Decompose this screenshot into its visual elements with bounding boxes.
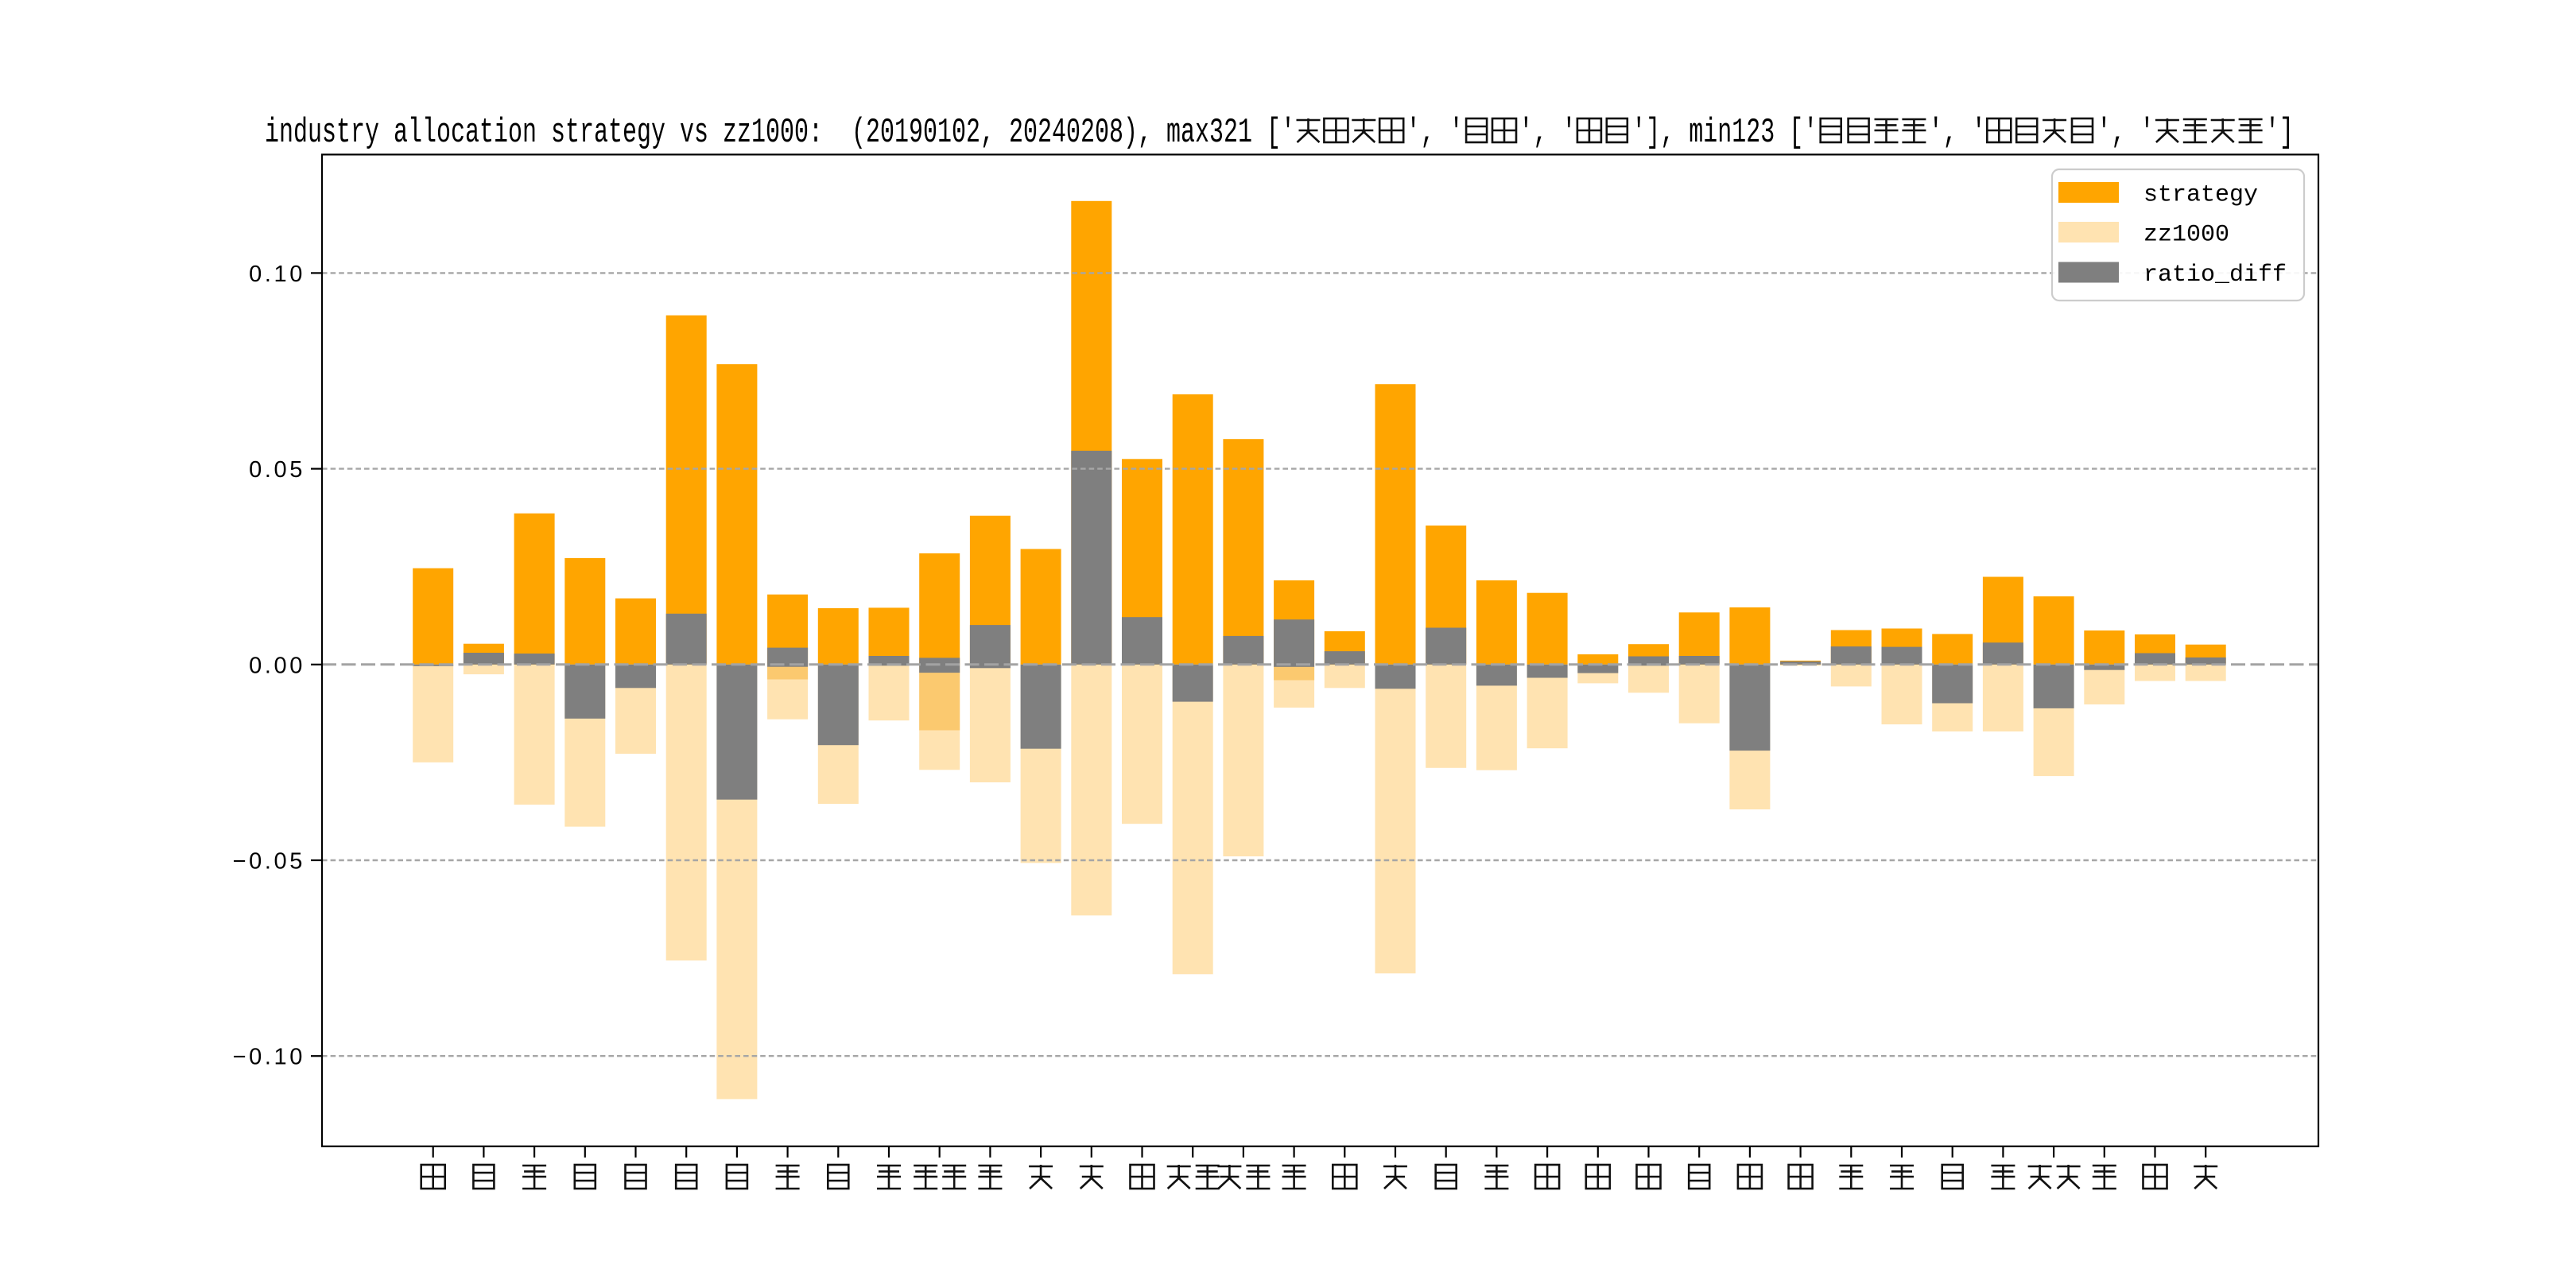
svg-text:']: '] — [2265, 114, 2294, 153]
svg-text:', ': ', ' — [1406, 114, 1464, 153]
svg-text:', ': ', ' — [2097, 114, 2154, 153]
svg-text:strategy: strategy — [2143, 182, 2258, 209]
svg-text:', ': ', ' — [1929, 114, 1986, 153]
svg-text:'], min123 [': '], min123 [' — [1631, 114, 1818, 153]
svg-text:0.10: 0.10 — [249, 262, 305, 287]
svg-text:ratio_diff: ratio_diff — [2143, 262, 2287, 289]
svg-text:−0.05: −0.05 — [233, 849, 305, 875]
svg-text:−0.10: −0.10 — [233, 1045, 305, 1070]
svg-text:', ': ', ' — [1519, 114, 1576, 153]
svg-text:industry allocation strategy v: industry allocation strategy vs zz1000: … — [265, 114, 1295, 153]
svg-text:zz1000: zz1000 — [2143, 222, 2229, 249]
svg-text:0.00: 0.00 — [249, 653, 305, 678]
svg-text:0.05: 0.05 — [249, 457, 305, 483]
